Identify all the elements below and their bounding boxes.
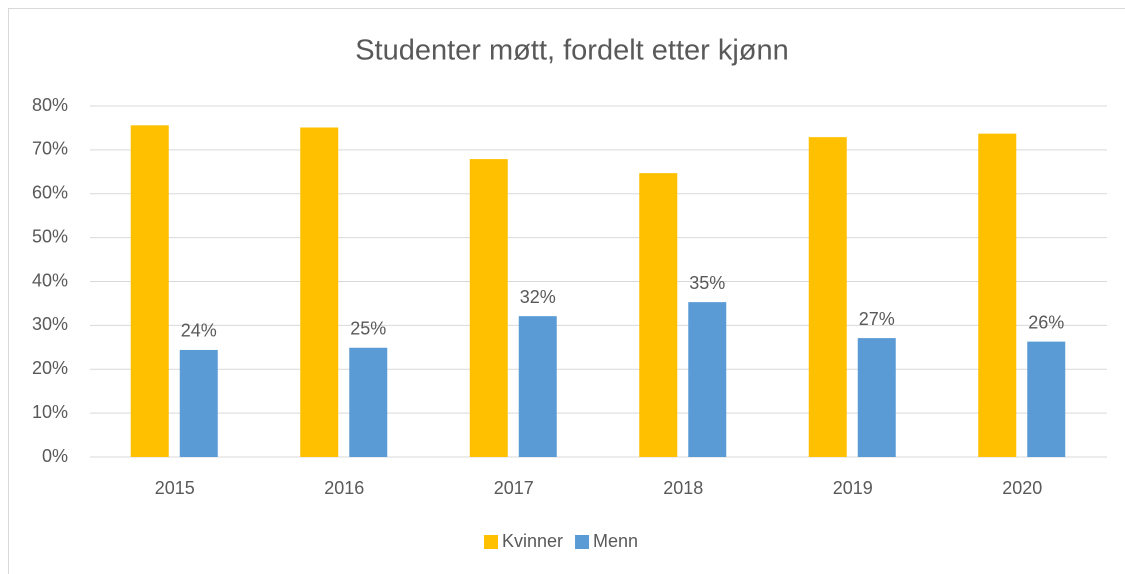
data-label: 26% — [1028, 312, 1064, 332]
bar — [300, 127, 339, 457]
y-tick-label: 80% — [32, 95, 68, 115]
chart-frame — [8, 8, 1125, 574]
bar — [639, 173, 678, 457]
data-label: 27% — [859, 309, 895, 329]
bar — [518, 316, 557, 457]
x-tick-label: 2017 — [494, 478, 534, 498]
bar — [469, 159, 508, 457]
y-tick-label: 20% — [32, 358, 68, 378]
legend-swatch — [484, 535, 498, 549]
legend-label: Menn — [593, 531, 638, 551]
legend-swatch — [575, 535, 590, 549]
bar — [349, 347, 388, 457]
bar — [179, 349, 218, 457]
y-tick-label: 40% — [32, 270, 68, 290]
y-tick-label: 50% — [32, 226, 68, 246]
bar — [688, 302, 727, 457]
data-label: 32% — [520, 287, 556, 307]
data-label: 24% — [181, 321, 217, 341]
x-tick-label: 2018 — [663, 478, 703, 498]
bar — [130, 125, 169, 458]
y-tick-label: 10% — [32, 402, 68, 422]
y-tick-label: 0% — [42, 446, 68, 466]
data-label: 25% — [350, 319, 386, 339]
data-label: 35% — [689, 273, 725, 293]
y-tick-label: 70% — [32, 139, 68, 159]
x-tick-label: 2015 — [155, 478, 195, 498]
chart-title: Studenter møtt, fordelt etter kjønn — [355, 35, 789, 67]
legend-label: Kvinner — [502, 531, 563, 551]
y-tick-label: 60% — [32, 183, 68, 203]
y-tick-label: 30% — [32, 314, 68, 334]
x-tick-label: 2016 — [324, 478, 364, 498]
bar — [808, 137, 847, 457]
x-tick-label: 2020 — [1002, 478, 1042, 498]
bar — [857, 338, 896, 457]
bar — [978, 133, 1017, 458]
bar — [1027, 341, 1066, 457]
x-tick-label: 2019 — [833, 478, 873, 498]
